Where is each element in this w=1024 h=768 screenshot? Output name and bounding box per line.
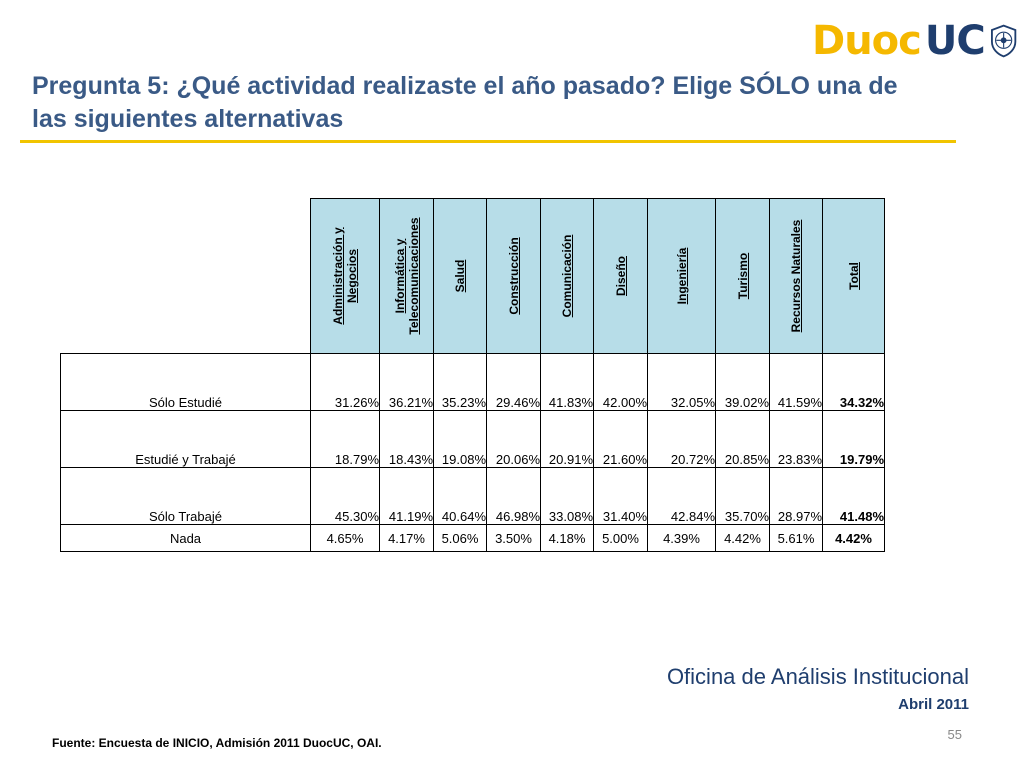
row-label: Nada [60, 524, 311, 552]
table-cell: 4.39% [647, 524, 716, 552]
table-cell: 35.23% [433, 353, 487, 411]
table-cell: 31.40% [593, 467, 648, 525]
table-header-row: Administración y Negocios Informática y … [61, 198, 885, 354]
page-title: Pregunta 5: ¿Qué actividad realizaste el… [32, 72, 898, 133]
table-cell: 41.83% [540, 353, 594, 411]
table-cell: 45.30% [310, 467, 380, 525]
table-cell: 23.83% [769, 410, 823, 468]
table-cell: 5.00% [593, 524, 648, 552]
title-divider [20, 140, 956, 143]
column-header: Comunicación [540, 198, 594, 354]
table-cell: 29.46% [486, 353, 541, 411]
table-cell: 36.21% [379, 353, 434, 411]
logo-duoc-text: Duoc [812, 18, 922, 64]
column-header: Administración y Negocios [310, 198, 380, 354]
table-cell: 41.59% [769, 353, 823, 411]
column-header: Diseño [593, 198, 648, 354]
row-label: Sólo Estudié [60, 353, 311, 411]
table-corner [61, 199, 311, 354]
table-cell: 46.98% [486, 467, 541, 525]
column-header-label: Turismo [735, 252, 750, 300]
column-header-label: Total [846, 262, 861, 290]
results-table: Administración y Negocios Informática y … [60, 198, 885, 552]
row-label: Sólo Trabajé [60, 467, 311, 525]
table-cell: 21.60% [593, 410, 648, 468]
column-header-label: Ingeniería [674, 247, 689, 305]
table-cell: 35.70% [715, 467, 770, 525]
table-cell: 20.85% [715, 410, 770, 468]
table-cell: 20.06% [486, 410, 541, 468]
table-cell: 4.42% [715, 524, 770, 552]
total-cell: 19.79% [822, 410, 885, 468]
table-cell: 4.18% [540, 524, 594, 552]
table-cell: 3.50% [486, 524, 541, 552]
table-cell: 18.43% [379, 410, 434, 468]
table-cell: 42.00% [593, 353, 648, 411]
column-header-label: Recursos Naturales [789, 219, 803, 333]
logo-uc-text: UC [924, 18, 986, 64]
column-header-label: Construcción [506, 237, 521, 315]
footer-organization: Oficina de Análisis Institucional [666, 664, 969, 689]
column-header-label: Salud [453, 259, 467, 293]
table-row: Sólo Trabajé 45.30% 41.19% 40.64% 46.98%… [60, 467, 885, 525]
source-note: Fuente: Encuesta de INICIO, Admisión 201… [52, 736, 382, 750]
duocuc-logo: Duoc UC [812, 14, 1018, 68]
table-row: Nada 4.65% 4.17% 5.06% 3.50% 4.18% 5.00%… [60, 524, 885, 552]
total-cell: 41.48% [822, 467, 885, 525]
total-cell: 4.42% [822, 524, 885, 552]
table-cell: 4.17% [379, 524, 434, 552]
table-cell: 5.61% [769, 524, 823, 552]
footer-date: Abril 2011 [898, 696, 969, 713]
column-header: Ingeniería [647, 198, 716, 354]
column-header-label: Comunicación [560, 234, 574, 318]
table-cell: 32.05% [647, 353, 716, 411]
table-cell: 33.08% [540, 467, 594, 525]
table-row: Estudié y Trabajé 18.79% 18.43% 19.08% 2… [60, 410, 885, 468]
table-row: Sólo Estudié 31.26% 36.21% 35.23% 29.46%… [60, 353, 885, 411]
total-cell: 34.32% [822, 353, 885, 411]
column-header: Recursos Naturales [769, 198, 823, 354]
table-cell: 28.97% [769, 467, 823, 525]
table-cell: 20.91% [540, 410, 594, 468]
row-label: Estudié y Trabajé [60, 410, 311, 468]
table-cell: 39.02% [715, 353, 770, 411]
table-cell: 40.64% [433, 467, 487, 525]
uc-seal-icon [990, 24, 1016, 58]
page-number: 55 [947, 727, 962, 742]
table-cell: 31.26% [310, 353, 380, 411]
table-cell: 18.79% [310, 410, 380, 468]
column-header: Salud [433, 198, 487, 354]
table-cell: 42.84% [647, 467, 716, 525]
column-header: Turismo [715, 198, 770, 354]
column-header-label: Diseño [613, 255, 628, 297]
table-cell: 4.65% [310, 524, 380, 552]
column-header: Informática y Telecomunicaciones [379, 198, 434, 354]
table-cell: 5.06% [433, 524, 487, 552]
column-header-label: Administración y Negocios [331, 227, 359, 325]
table-cell: 20.72% [647, 410, 716, 468]
table-cell: 41.19% [379, 467, 434, 525]
column-header: Total [822, 198, 885, 354]
column-header-label: Informática y Telecomunicaciones [392, 217, 421, 335]
table-cell: 19.08% [433, 410, 487, 468]
column-header: Construcción [486, 198, 541, 354]
